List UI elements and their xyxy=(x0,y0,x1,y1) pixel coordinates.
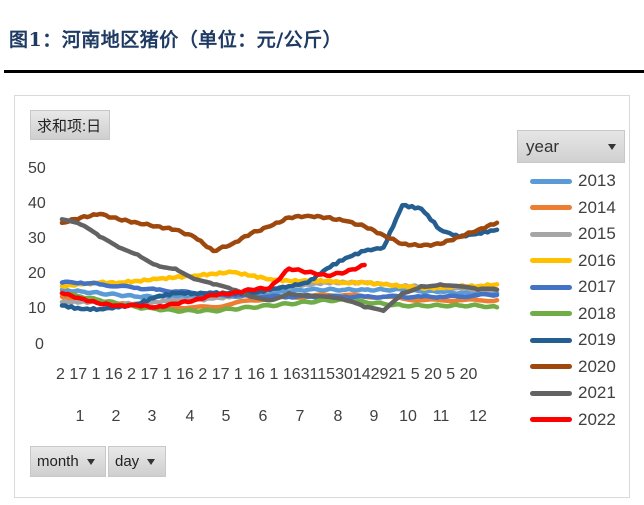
legend-swatch xyxy=(530,205,572,211)
y-tick-50: 50 xyxy=(28,160,46,177)
dropdown-arrow-icon xyxy=(608,143,616,150)
legend-label: 2017 xyxy=(578,277,616,297)
legend-item-2018: 2018 xyxy=(530,301,616,328)
x-month-label: 7 xyxy=(295,408,305,425)
series-line-2021 xyxy=(59,217,500,314)
series-line-2013 xyxy=(59,286,500,300)
x-month-label: 9 xyxy=(369,408,379,425)
legend-item-2021: 2021 xyxy=(530,380,616,407)
x-month-label: 4 xyxy=(185,408,195,425)
dropdown-arrow-icon xyxy=(86,458,95,465)
legend-swatch xyxy=(530,284,572,290)
x-month-label: 3 xyxy=(147,408,157,425)
axis-field-button-month[interactable]: month xyxy=(30,446,106,477)
x-month-label: 10 xyxy=(399,408,417,425)
legend-item-2022: 2022 xyxy=(530,407,616,434)
axis-field-button-day[interactable]: day xyxy=(108,446,166,477)
legend-label: 2013 xyxy=(578,171,616,191)
y-tick-0: 0 xyxy=(35,336,44,353)
legend-swatch xyxy=(530,258,572,264)
legend-swatch xyxy=(530,337,572,343)
x-month-label: 1 xyxy=(75,408,85,425)
legend-swatch xyxy=(530,311,572,317)
legend-item-2017: 2017 xyxy=(530,274,616,301)
legend-label: 2021 xyxy=(578,383,616,403)
figure-title: 图1：河南地区猪价（单位：元/公斤） xyxy=(9,29,343,51)
legend-swatch xyxy=(530,390,572,396)
legend-label: 2018 xyxy=(578,303,616,323)
title-divider xyxy=(4,70,644,73)
chart-legend: 2013 2014 2015 2016 2017 2018 2019 2020 2021 2022 xyxy=(530,168,616,433)
legend-label: 2014 xyxy=(578,197,616,217)
legend-item-2019: 2019 xyxy=(530,327,616,354)
x-month-label: 12 xyxy=(469,408,487,425)
series-line-2022 xyxy=(59,262,367,310)
value-field-label: 求和项:日 xyxy=(37,117,102,135)
y-tick-20: 20 xyxy=(28,265,46,282)
legend-swatch xyxy=(530,231,572,237)
axis-field-label-month: month xyxy=(37,453,79,470)
legend-field-button-year[interactable]: year xyxy=(517,130,625,163)
y-tick-10: 10 xyxy=(28,300,46,317)
series-line-2020 xyxy=(59,211,500,254)
legend-swatch xyxy=(530,364,572,370)
legend-swatch xyxy=(530,417,572,423)
y-tick-30: 30 xyxy=(28,230,46,247)
legend-item-2014: 2014 xyxy=(530,195,616,222)
x-month-label: 5 xyxy=(221,408,231,425)
legend-item-2016: 2016 xyxy=(530,248,616,275)
legend-label: 2022 xyxy=(578,409,616,429)
x-month-label: 8 xyxy=(333,408,343,425)
x-month-label: 2 xyxy=(111,408,121,425)
legend-label: 2016 xyxy=(578,250,616,270)
legend-label: 2019 xyxy=(578,330,616,350)
legend-label: 2015 xyxy=(578,224,616,244)
axis-field-label-day: day xyxy=(115,453,140,470)
legend-item-2013: 2013 xyxy=(530,168,616,195)
x-month-label: 11 xyxy=(432,408,450,425)
legend-field-label: year xyxy=(526,136,560,156)
legend-swatch xyxy=(530,178,572,184)
legend-label: 2020 xyxy=(578,356,616,376)
dropdown-arrow-icon xyxy=(147,458,156,465)
y-tick-40: 40 xyxy=(28,195,46,212)
value-field-button[interactable]: 求和项:日 xyxy=(30,110,110,140)
legend-item-2020: 2020 xyxy=(530,354,616,381)
x-month-label: 6 xyxy=(258,408,268,425)
x-axis-day-labels: 2 17 1 16 2 17 1 16 2 17 1 16 1 16311530… xyxy=(56,366,478,383)
legend-item-2015: 2015 xyxy=(530,221,616,248)
